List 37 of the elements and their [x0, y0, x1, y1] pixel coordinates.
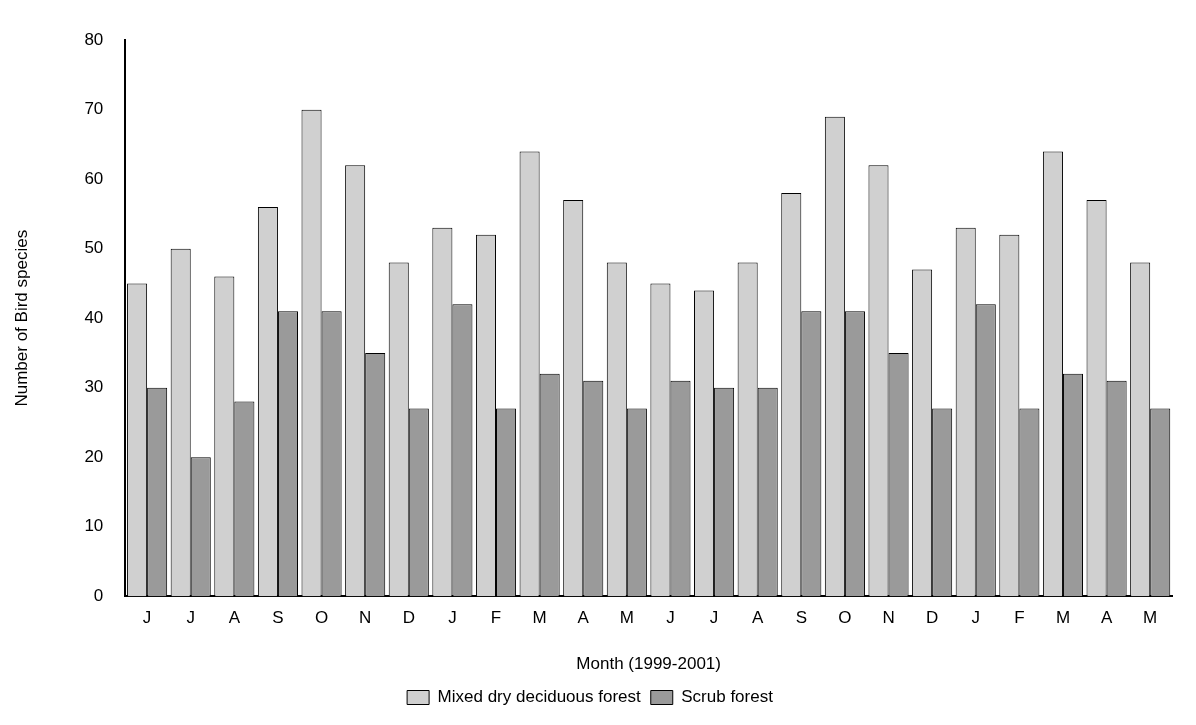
x-axis-title: Month (1999-2001) — [576, 654, 721, 674]
y-axis-title: Number of Bird species — [11, 229, 31, 407]
y-tick-label: 80 — [84, 29, 104, 49]
x-tick-label: A — [1100, 608, 1113, 628]
x-tick-label: M — [1143, 608, 1158, 628]
y-tick-label: 0 — [93, 585, 104, 605]
legend-label: Scrub forest — [681, 687, 774, 707]
y-tick-label: 50 — [84, 238, 104, 258]
x-tick-label: J — [709, 608, 719, 628]
x-tick-label: O — [838, 608, 852, 628]
x-tick-label: D — [402, 608, 415, 628]
x-tick-label: M — [619, 608, 634, 628]
x-tick-label: O — [314, 608, 329, 628]
x-tick-label: N — [359, 608, 372, 628]
y-tick-label: 70 — [84, 99, 104, 119]
x-tick-label: D — [925, 608, 939, 628]
legend-label: Mixed dry deciduous forest — [437, 687, 642, 707]
y-tick-label: 40 — [84, 307, 104, 327]
y-tick-label: 60 — [84, 168, 104, 188]
x-tick-label: A — [577, 608, 590, 628]
x-tick-label: J — [666, 608, 675, 628]
x-tick-label: F — [1014, 608, 1025, 628]
x-tick-label: A — [228, 608, 241, 628]
x-tick-label: J — [142, 608, 152, 628]
x-tick-label: M — [1055, 608, 1071, 628]
x-tick-label: J — [971, 608, 980, 628]
x-tick-label: M — [532, 608, 547, 628]
x-tick-label: F — [490, 608, 502, 628]
y-tick-label: 20 — [84, 446, 104, 466]
x-tick-label: S — [795, 608, 807, 628]
y-tick-label: 10 — [84, 516, 104, 536]
x-tick-label: J — [186, 608, 195, 628]
y-tick-label: 30 — [84, 377, 104, 397]
x-tick-label: A — [752, 608, 765, 628]
x-tick-label: S — [272, 608, 284, 628]
x-tick-label: J — [448, 608, 457, 628]
x-tick-label: N — [882, 608, 895, 628]
